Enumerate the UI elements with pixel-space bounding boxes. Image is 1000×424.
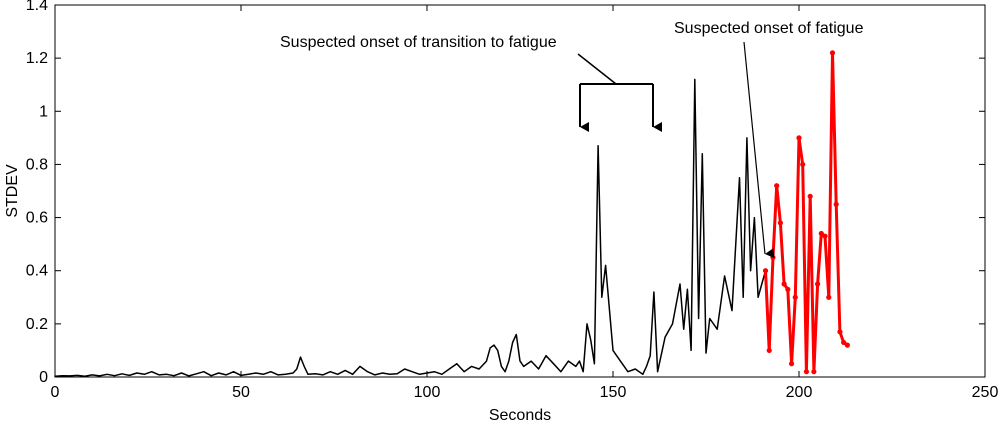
x-tick-label: 100 — [414, 384, 441, 401]
y-tick-label: 0.6 — [26, 210, 48, 227]
y-tick-label: 0.8 — [26, 156, 48, 173]
fatigue-data-point — [826, 294, 832, 300]
baseline-series-line — [54, 78, 767, 377]
x-tick-label: 200 — [786, 384, 813, 401]
fatigue-data-point — [770, 254, 776, 261]
axes-frame — [54, 4, 986, 378]
y-tick-label: 0 — [39, 369, 48, 386]
x-tick-label: 250 — [972, 384, 999, 401]
y-tick-label: 1.2 — [26, 50, 48, 67]
fatigue-data-point — [781, 281, 787, 287]
annotation-transition-label: Suspected onset of transition to fatigue — [280, 34, 557, 51]
fatigue-data-point — [822, 233, 828, 239]
fatigue-data-point — [803, 369, 810, 375]
fatigue-data-point — [788, 361, 795, 367]
fatigue-data-point — [774, 183, 780, 189]
annotations: Suspected onset of transition to fatigue… — [280, 20, 864, 259]
fatigue-data-point — [800, 161, 806, 168]
fatigue-data-point — [785, 286, 791, 292]
fatigue-data-point — [837, 329, 843, 335]
y-tick-label: 0.4 — [26, 263, 48, 280]
annotation-fatigue-label: Suspected onset of fatigue — [674, 20, 864, 37]
x-axis-label: Seconds — [489, 407, 551, 424]
fatigue-data-point — [844, 342, 850, 348]
fatigue-data-point — [766, 347, 772, 354]
y-tick-label: 0.2 — [26, 316, 48, 333]
x-tick-label: 0 — [51, 384, 60, 401]
y-tick-label: 1.4 — [26, 0, 48, 14]
annotation-arrows — [577, 41, 775, 259]
fatigue-data-point — [841, 339, 847, 346]
fatigue-data-point — [811, 369, 817, 375]
fatigue-data-point — [762, 268, 769, 274]
fatigue-data-point — [818, 230, 824, 237]
plot-area: 0 50 100 150 200 250 0 0.2 0.4 0.6 0.8 1 1.2 1.4 — [26, 0, 999, 401]
fatigue-data-point — [796, 135, 802, 141]
annotation-fatigue-arrow — [743, 41, 775, 259]
fatigue-data-point — [792, 294, 798, 300]
y-axis-label: STDEV — [4, 164, 21, 218]
series-layer — [54, 50, 850, 377]
fatigue-data-point — [807, 193, 813, 199]
fatigue-data-point — [829, 50, 836, 56]
fatigue-data-point — [833, 201, 839, 207]
x-tick-label: 150 — [600, 384, 627, 401]
y-tick-label: 1 — [39, 103, 48, 120]
fatigue-data-point — [815, 281, 821, 287]
annotation-leader-line — [577, 53, 617, 85]
fatigue-series-line — [764, 51, 849, 374]
x-tick-label: 50 — [232, 384, 250, 401]
fatigue-data-point — [777, 220, 784, 226]
